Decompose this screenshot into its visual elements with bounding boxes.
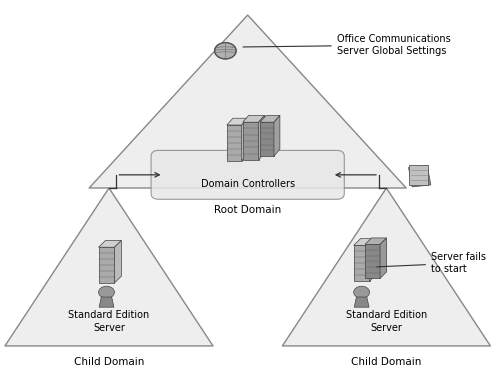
Polygon shape (380, 238, 386, 278)
Text: Office Communications
Server Global Settings: Office Communications Server Global Sett… (243, 34, 450, 56)
Text: Server fails
to start: Server fails to start (377, 252, 486, 274)
Polygon shape (354, 238, 376, 245)
Polygon shape (114, 241, 121, 283)
Bar (98, 247, 114, 283)
Polygon shape (89, 15, 406, 188)
Polygon shape (258, 115, 264, 160)
Circle shape (214, 42, 236, 59)
Text: Standard Edition
Server: Standard Edition Server (346, 310, 427, 333)
Circle shape (354, 286, 370, 298)
Polygon shape (260, 115, 280, 122)
Bar (260, 122, 274, 156)
Text: Domain Controllers: Domain Controllers (200, 179, 295, 189)
Polygon shape (365, 238, 386, 244)
Polygon shape (274, 115, 280, 156)
FancyBboxPatch shape (151, 150, 344, 199)
Polygon shape (282, 188, 490, 346)
Bar (365, 244, 380, 278)
Polygon shape (370, 238, 376, 281)
Text: Standard Edition
Server: Standard Edition Server (68, 310, 150, 333)
Text: Child Domain: Child Domain (74, 356, 144, 367)
Polygon shape (99, 297, 114, 307)
Polygon shape (5, 188, 213, 346)
Polygon shape (227, 118, 248, 125)
Polygon shape (354, 297, 369, 307)
Polygon shape (98, 241, 122, 247)
Bar (408, 165, 431, 187)
Circle shape (98, 286, 114, 298)
Text: Root Domain: Root Domain (214, 205, 282, 215)
Bar (409, 165, 428, 185)
Bar (242, 122, 258, 160)
Bar (227, 125, 242, 161)
Polygon shape (242, 115, 264, 122)
Bar (354, 245, 370, 281)
Text: Child Domain: Child Domain (351, 356, 422, 367)
Polygon shape (242, 118, 248, 161)
